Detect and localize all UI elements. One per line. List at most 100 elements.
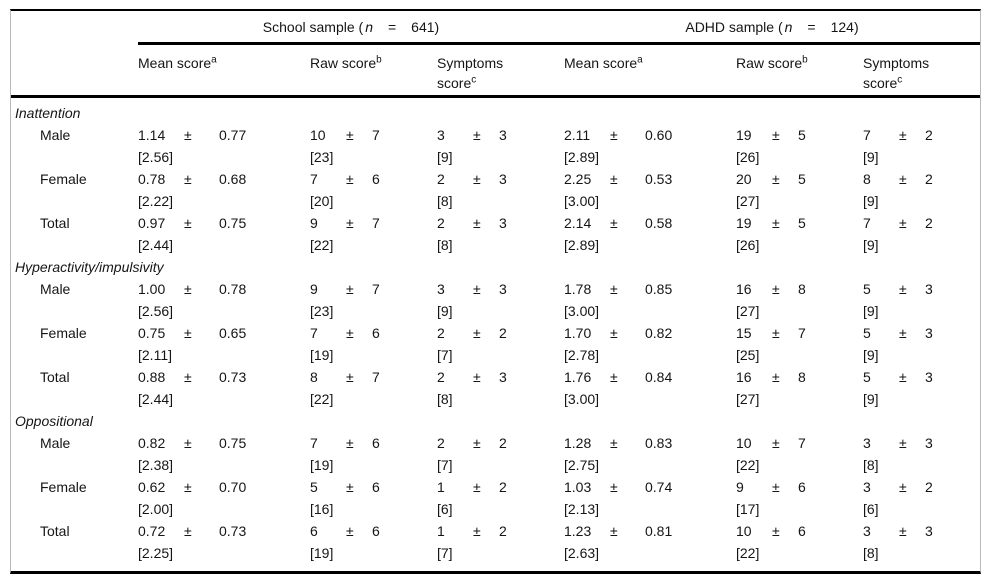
column-header-mean-adhd: Mean scorea: [564, 53, 736, 95]
column-header-label: Mean score: [138, 55, 212, 71]
stat-cell: 8 ±7 [22]: [310, 366, 437, 410]
row-label: Female: [40, 479, 87, 495]
stat-value: 2.14: [564, 215, 592, 231]
sd-value: 5: [798, 215, 806, 231]
bracket-value: [9]: [863, 303, 879, 319]
n-variable: n: [784, 18, 793, 35]
stat-cell: 2 ±3 [8]: [437, 212, 564, 256]
plus-minus: ±: [184, 325, 192, 341]
row-label: Total: [40, 523, 70, 539]
plus-minus: ±: [772, 523, 780, 539]
plus-minus: ±: [610, 127, 618, 143]
stat-value: 5: [863, 369, 871, 385]
stat-value: 7: [863, 215, 871, 231]
column-header-raw-adhd: Raw scoreb: [736, 53, 863, 95]
sd-value: 2: [499, 523, 507, 539]
bracket-value: [9]: [863, 193, 879, 209]
bracket-value: [23]: [310, 303, 334, 319]
stat-value: 2: [437, 215, 445, 231]
stat-cell: 0.97 ±0.75 [2.44]: [138, 212, 310, 256]
plus-minus: ±: [610, 369, 618, 385]
plus-minus: ±: [772, 325, 780, 341]
bracket-value: [22]: [736, 457, 760, 473]
plus-minus: ±: [346, 127, 354, 143]
stat-cell: 2.14 ±0.58 [2.89]: [564, 212, 736, 256]
stat-value: 2: [437, 171, 445, 187]
bracket-value: [2.25]: [138, 545, 174, 561]
data-row: Male 0.82 ±0.75 [2.38] 7 ±6 [19] 2 ±2 [7] 1.28 ±0.8…: [11, 432, 980, 476]
stat-value: 10: [736, 523, 752, 539]
stat-cell: 0.62 ±0.70 [2.00]: [138, 476, 310, 520]
bracket-value: [8]: [437, 193, 453, 209]
sd-value: 0.70: [219, 479, 247, 495]
stat-value: 1.00: [138, 281, 166, 297]
stat-cell: 7 ±2 [9]: [863, 212, 980, 256]
section-row: Inattention: [11, 102, 980, 124]
plus-minus: ±: [899, 369, 907, 385]
bracket-value: [9]: [863, 347, 879, 363]
bracket-value: [9]: [863, 391, 879, 407]
stat-cell: 3 ±2 [6]: [863, 476, 980, 520]
bracket-value: [17]: [736, 501, 760, 517]
column-header-label: Symptoms: [863, 55, 930, 71]
stat-value: 10: [310, 127, 326, 143]
stat-value: 5: [863, 325, 871, 341]
plus-minus: ±: [184, 215, 192, 231]
bracket-value: [27]: [736, 303, 760, 319]
bracket-value: [8]: [437, 237, 453, 253]
stat-cell: 1.03 ±0.74 [2.13]: [564, 476, 736, 520]
stat-value: 19: [736, 215, 752, 231]
footnote-marker-a: a: [211, 54, 217, 66]
bracket-value: [8]: [863, 457, 879, 473]
sd-value: 0.84: [645, 369, 673, 385]
bracket-value: [19]: [310, 457, 334, 473]
stat-cell: 7 ±2 [9]: [863, 124, 980, 168]
stat-cell: 8 ±2 [9]: [863, 168, 980, 212]
sd-value: 2: [925, 127, 933, 143]
stat-cell: 9 ±7 [23]: [310, 278, 437, 322]
stat-cell: 20 ±5 [27]: [736, 168, 863, 212]
bracket-value: [2.56]: [138, 149, 174, 165]
stat-cell: 16 ±8 [27]: [736, 278, 863, 322]
data-row: Male 1.14 ±0.77 [2.56] 10 ±7 [23] 3 ±3 [9] 2.11 ±0.…: [11, 124, 980, 168]
stat-value: 0.78: [138, 171, 166, 187]
bracket-value: [2.44]: [138, 237, 174, 253]
bracket-value: [2.75]: [564, 457, 600, 473]
stat-value: 9: [736, 479, 744, 495]
stat-value: 9: [310, 215, 318, 231]
bracket-value: [9]: [437, 303, 453, 319]
plus-minus: ±: [610, 325, 618, 341]
plus-minus: ±: [473, 215, 481, 231]
row-label-cell: Male: [11, 124, 138, 168]
footnote-marker-c: c: [897, 74, 903, 86]
stat-value: 19: [736, 127, 752, 143]
sd-value: 3: [925, 369, 933, 385]
row-label: Male: [40, 127, 71, 143]
sd-value: 0.60: [645, 127, 673, 143]
bracket-value: [2.13]: [564, 501, 600, 517]
stat-cell: 19 ±5 [26]: [736, 124, 863, 168]
bracket-value: [2.89]: [564, 149, 600, 165]
group-header-row: School sample (n = 641) ADHD sample (n = 124…: [11, 11, 980, 42]
stat-value: 0.75: [138, 325, 166, 341]
group-header-school-count: 641): [411, 18, 440, 35]
plus-minus: ±: [473, 435, 481, 451]
group-header-rule: [138, 42, 980, 45]
stat-value: 1.28: [564, 435, 592, 451]
bracket-value: [6]: [437, 501, 453, 517]
plus-minus: ±: [610, 215, 618, 231]
sd-value: 0.75: [219, 435, 247, 451]
stat-value: 6: [310, 523, 318, 539]
plus-minus: ±: [610, 523, 618, 539]
n-variable: n: [365, 18, 373, 35]
column-header-label: score: [863, 75, 898, 91]
stat-cell: 15 ±7 [25]: [736, 322, 863, 366]
footnote-marker-c: c: [471, 74, 477, 86]
sd-value: 3: [499, 281, 507, 297]
stat-cell: 1 ±2 [6]: [437, 476, 564, 520]
sd-value: 3: [499, 171, 507, 187]
stat-value: 0.72: [138, 523, 166, 539]
row-label-cell: Female: [11, 322, 138, 366]
bracket-value: [26]: [736, 237, 760, 253]
stat-cell: 7 ±6 [19]: [310, 432, 437, 476]
